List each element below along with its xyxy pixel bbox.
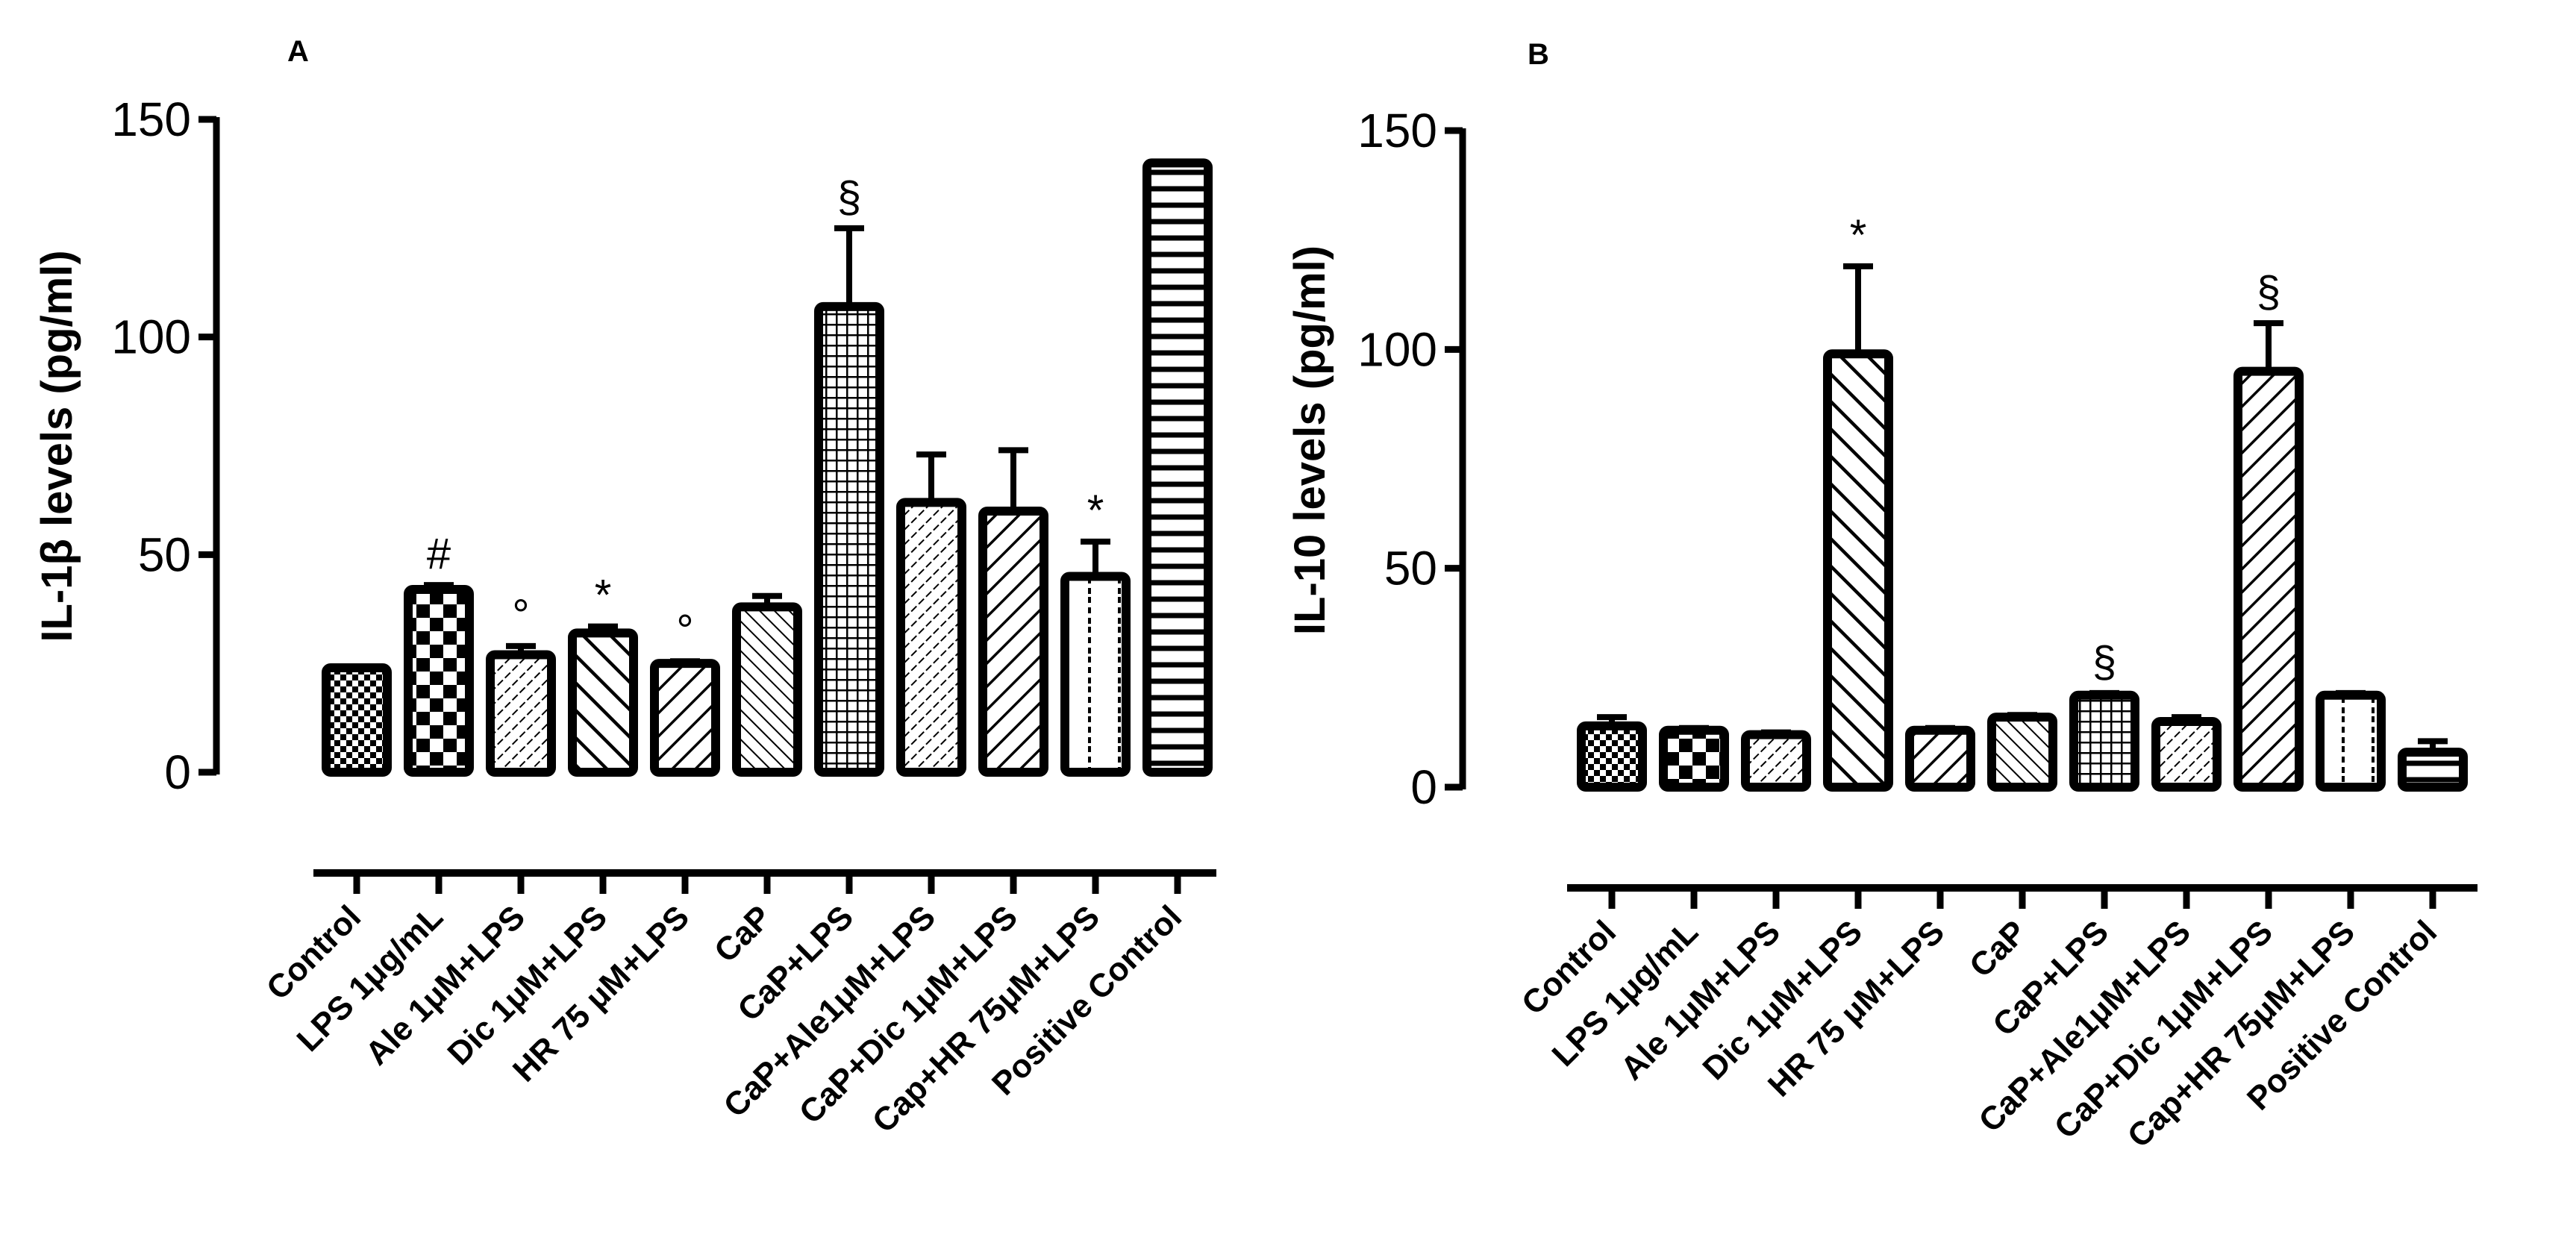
bar-b <box>1823 349 1893 792</box>
significance-mark: # <box>427 530 451 578</box>
significance-mark: § <box>837 173 861 222</box>
bar-a <box>568 628 638 777</box>
significance-mark: ° <box>512 591 529 639</box>
y-tick-label-b: 100 <box>1357 322 1437 376</box>
bar-b <box>1741 730 1811 792</box>
significance-mark: § <box>2092 638 2116 686</box>
bar-a <box>814 301 884 777</box>
bar-b <box>2151 717 2222 792</box>
y-tick-label-a: 50 <box>138 528 191 581</box>
y-axis-label-a: IL-1β levels (pg/ml) <box>33 250 81 642</box>
y-axis-b: 0 50 100 150 <box>1357 104 1466 814</box>
y-tick-label-a: 0 <box>164 745 191 799</box>
significance-mark: § <box>2257 268 2280 316</box>
bar-b <box>1987 713 2057 792</box>
bar-a <box>404 585 474 777</box>
bar-a <box>322 663 392 777</box>
panel-letter-a: A <box>287 35 309 68</box>
y-tick-label-a: 100 <box>111 310 191 364</box>
significance-mark: * <box>1087 486 1104 535</box>
bar-a <box>1142 158 1213 777</box>
bars-a: # ° * ° § * <box>322 158 1213 777</box>
bar-b <box>2398 748 2468 792</box>
significance-mark: * <box>595 572 612 620</box>
bars-b: * § § <box>1577 211 2468 792</box>
bar-a <box>486 650 556 777</box>
panel-letter-b: B <box>1528 38 1549 71</box>
bar-b <box>1577 721 1647 792</box>
y-tick-label-b: 50 <box>1384 542 1437 595</box>
bar-a <box>650 659 720 777</box>
bar-b <box>1905 725 1975 792</box>
y-tick-label-b: 150 <box>1357 104 1437 157</box>
y-axis-label-b: IL-10 levels (pg/ml) <box>1286 245 1334 635</box>
y-tick-label-b: 0 <box>1410 760 1437 814</box>
bar-a <box>1060 572 1131 777</box>
significance-mark: * <box>1850 211 1867 260</box>
bar-a <box>978 507 1048 777</box>
bar-a <box>732 602 802 777</box>
bar-b <box>1659 725 1729 792</box>
x-tick-label-b: CaP <box>1963 913 2033 984</box>
bar-b <box>2069 690 2139 792</box>
y-axis-a: 0 50 100 150 <box>111 93 220 799</box>
significance-mark: ° <box>676 606 693 654</box>
bar-b <box>2233 366 2304 792</box>
bar-b <box>2316 690 2386 792</box>
y-tick-label-a: 150 <box>111 93 191 146</box>
panel-b: B IL-10 levels (pg/ml) 0 50 100 150 * § § Con… <box>1286 38 2477 1155</box>
x-tick-label-a: CaP <box>707 898 778 969</box>
bar-a <box>896 498 966 777</box>
